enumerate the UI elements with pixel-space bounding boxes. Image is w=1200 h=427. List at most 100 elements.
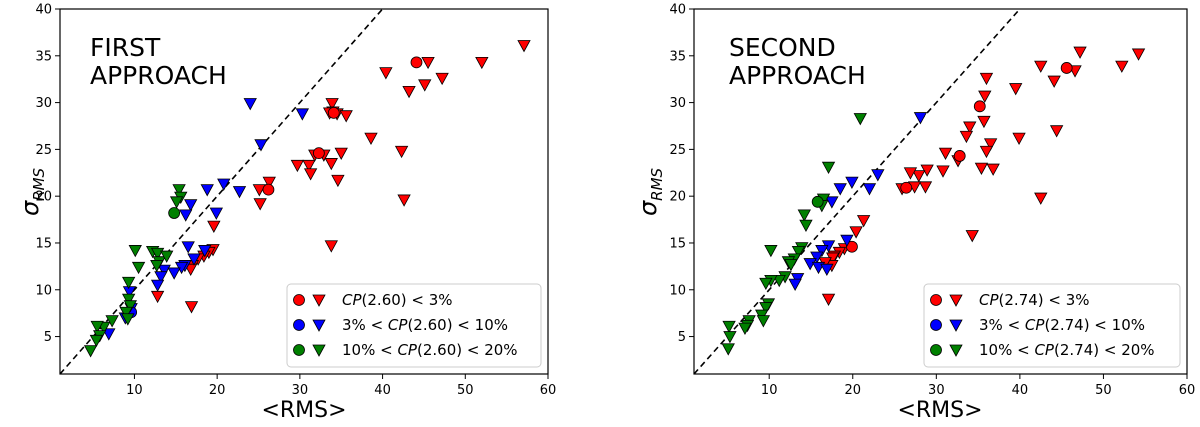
left-y-axis-label: σRMS	[16, 167, 48, 216]
right-triangle-point-series1	[840, 234, 854, 248]
right-y-tick-labels: 5 10 15 20 25 30 35 40	[669, 3, 686, 346]
right-x-tick-label: 40	[1012, 383, 1029, 398]
left-circle-point-series2	[168, 207, 181, 219]
left-y-tick-label: 30	[35, 96, 52, 111]
left-y-tick-label: 15	[35, 236, 52, 251]
left-triangle-point-series2	[90, 320, 104, 334]
left-y-axis-sub: RMS	[30, 167, 48, 200]
right-triangle-point-series0	[1012, 132, 1026, 145]
left-triangle-point-series0	[334, 147, 348, 160]
right-approach-line1: SECOND	[729, 33, 836, 62]
left-triangle-point-series0	[324, 158, 338, 171]
right-triangle-point-series0	[1009, 83, 1023, 96]
right-triangle-point-series0	[903, 167, 918, 180]
right-triangle-point-series0	[821, 293, 836, 306]
left-triangle-point-series2	[172, 184, 186, 197]
right-triangle-point-series2	[821, 161, 836, 175]
right-circle-point-series2	[811, 195, 824, 208]
right-triangle-point-series0	[963, 121, 977, 134]
right-triangle-point-series2	[764, 245, 778, 258]
left-y-tick-label: 10	[35, 283, 52, 298]
left-triangle-point-series0	[207, 220, 221, 233]
left-triangle-point-series2	[121, 293, 136, 306]
left-triangle-point-series0	[394, 145, 409, 159]
right-legend-triangle-marker	[949, 344, 963, 357]
right-triangle-point-series1	[913, 112, 928, 125]
left-triangle-point-series1	[187, 253, 201, 266]
right-legend: CP(2.74) < 3% 3% < CP(2.74) < 10% 10% < CP…	[923, 283, 1181, 368]
right-legend-label: CP(2.74) < 3%	[979, 291, 1090, 309]
left-triangle-point-series0	[324, 240, 338, 253]
right-circle-point-series0	[900, 181, 913, 194]
left-triangle-point-series0	[331, 174, 345, 188]
right-legend-label: 3% < CP(2.74) < 10%	[979, 316, 1145, 334]
left-x-axis-label: <RMS>	[261, 398, 346, 423]
right-legend-box	[923, 283, 1181, 368]
right-triangle-point-series0	[1034, 60, 1048, 73]
right-triangle-point-series1	[825, 196, 839, 209]
left-triangle-point-series1	[150, 279, 165, 292]
left-triangle-point-series2	[105, 315, 119, 328]
right-x-tick-label: 10	[761, 383, 778, 398]
left-y-axis-sigma: σ	[16, 200, 44, 216]
left-triangle-point-series0	[290, 159, 305, 173]
left-circle-point-series0	[262, 183, 275, 196]
left-triangle-point-series1	[157, 264, 171, 277]
right-triangle-point-series0	[986, 163, 1000, 176]
left-triangle-point-series1	[217, 178, 231, 191]
left-y-tick-label: 5	[44, 330, 52, 345]
left-triangle-point-series0	[253, 198, 267, 211]
right-triangle-point-series0	[1034, 192, 1048, 205]
right-triangle-point-series2	[721, 343, 735, 356]
left-approach-line1: FIRST	[90, 33, 161, 62]
right-triangle-point-series1	[810, 251, 824, 264]
left-triangle-point-series0	[339, 110, 353, 123]
right-triangle-point-series0	[1047, 75, 1061, 88]
right-approach-line2: APPROACH	[729, 61, 866, 90]
right-legend-triangle-marker	[949, 319, 963, 332]
right-y-tick-label: 5	[678, 330, 686, 345]
right-circle-point-series0	[846, 240, 858, 253]
left-triangle-point-series0	[421, 56, 435, 70]
left-triangle-point-series0	[364, 132, 378, 145]
right-x-tick-marks	[768, 374, 1188, 379]
right-y-tick-label: 20	[669, 190, 686, 205]
left-triangle-point-series1	[198, 245, 212, 258]
left-triangle-point-series2	[128, 245, 142, 258]
left-triangle-point-series0	[325, 98, 339, 111]
left-circle-point-series0	[410, 56, 423, 69]
right-triangle-point-series1	[862, 183, 877, 196]
left-triangle-point-series1	[232, 186, 247, 199]
left-triangle-point-series1	[102, 328, 116, 341]
left-triangle-point-series1	[154, 271, 168, 284]
right-x-axis-label: <RMS>	[897, 398, 982, 423]
right-triangle-point-series0	[979, 72, 994, 86]
right-y-tick-label: 15	[669, 236, 686, 251]
left-triangle-point-series1	[295, 108, 310, 121]
right-legend-label: 10% < CP(2.74) < 20%	[979, 341, 1155, 359]
svg-text:SECOND APPROACH: SECOND APPROACH	[729, 33, 866, 90]
right-triangle-point-series0	[938, 147, 953, 160]
right-legend-circle-marker	[930, 294, 942, 306]
right-circle-point-series0	[1060, 62, 1073, 74]
left-triangle-point-series2	[119, 306, 133, 320]
left-legend-triangle-marker	[312, 344, 326, 357]
right-triangle-point-series0	[1073, 46, 1087, 59]
left-triangle-point-series2	[160, 250, 174, 263]
right-triangle-point-series0	[936, 165, 950, 178]
right-triangle-point-series1	[820, 263, 834, 277]
left-triangle-point-series2	[123, 300, 137, 313]
left-x-tick-label: 10	[126, 383, 143, 398]
left-circle-point-series0	[312, 147, 325, 160]
right-y-tick-label: 10	[669, 283, 686, 298]
left-y-tick-marks	[55, 8, 60, 338]
left-triangle-point-series0	[397, 194, 411, 207]
right-triangle-point-series1	[833, 183, 847, 196]
right-triangle-point-series2	[722, 320, 736, 334]
right-x-tick-labels: 10 20 30 40 50 60	[761, 383, 1195, 398]
right-y-tick-label: 40	[669, 3, 686, 18]
right-triangle-point-series0	[965, 230, 979, 243]
right-y-tick-marks	[689, 8, 694, 338]
left-x-tick-label: 60	[540, 383, 557, 398]
left-x-tick-label: 40	[374, 383, 391, 398]
